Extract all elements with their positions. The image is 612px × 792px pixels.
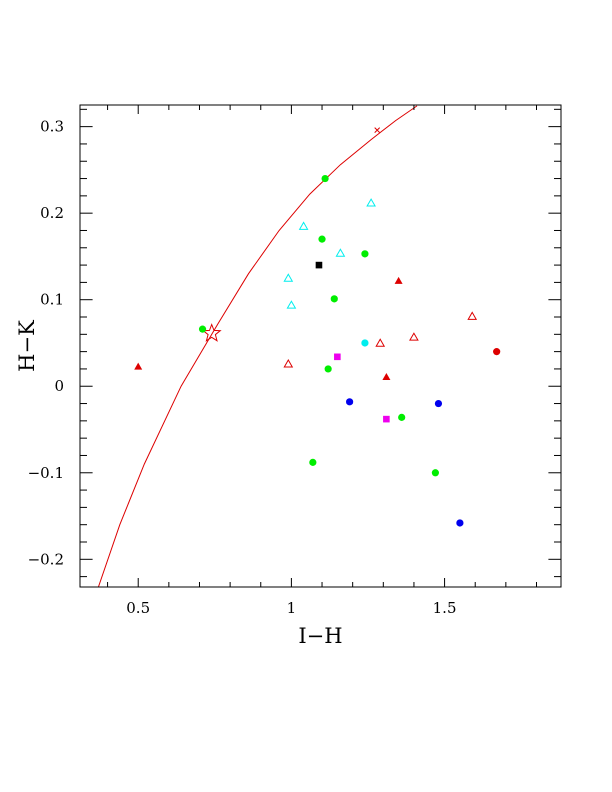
point-triangle-open-cyan <box>286 300 297 309</box>
model-curve <box>97 105 418 587</box>
point-triangle-open-cyan <box>283 273 294 282</box>
point-triangle-open-red <box>409 332 419 341</box>
point-circle-green <box>321 174 329 183</box>
point-triangle-filled-red <box>134 362 143 370</box>
point-triangle-open-cyan <box>366 198 376 207</box>
point-triangle-open-red <box>467 311 478 320</box>
x-tick-label: 1.5 <box>433 599 457 617</box>
point-circle-green <box>330 295 338 303</box>
point-triangle-open-cyan <box>335 248 346 257</box>
y-tick-label: 0 <box>54 377 64 395</box>
x-axis-label: I−H <box>298 624 342 648</box>
point-square-magenta <box>334 353 341 361</box>
y-tick-label: 0.2 <box>40 204 64 222</box>
point-triangle-filled-red <box>382 373 391 380</box>
point-triangle-filled-red <box>394 276 403 284</box>
point-circle-green <box>309 458 317 466</box>
point-triangle-open-red <box>283 358 294 368</box>
y-tick-label: 0.1 <box>40 291 64 309</box>
plot-frame <box>79 104 562 588</box>
x-tick-label: 1 <box>287 599 297 617</box>
point-circle-blue <box>456 519 464 527</box>
point-circle-green <box>318 235 326 243</box>
point-circle-green <box>198 325 207 333</box>
axis-ticks <box>80 105 561 587</box>
point-circle-blue <box>346 398 354 406</box>
point-circle-cyan <box>361 339 369 347</box>
star-marker <box>201 323 222 342</box>
y-tick-label: −0.1 <box>28 464 64 482</box>
point-circle-green <box>398 413 406 421</box>
y-tick-label: −0.2 <box>28 550 64 568</box>
y-axis-label: H−K <box>15 320 39 372</box>
tick-labels: 0.5 1 1.5 −0.2 −0.1 0 0.1 0.2 0.3 <box>28 118 457 617</box>
y-tick-label: 0.3 <box>40 118 64 136</box>
point-triangle-open-red <box>375 338 386 347</box>
point-circle-blue <box>434 399 443 408</box>
curve-layer <box>97 105 418 587</box>
point-square-black <box>315 261 323 269</box>
point-circle-green <box>324 365 332 373</box>
point-circle-green <box>361 250 369 258</box>
point-circle-green <box>431 469 439 477</box>
x-tick-label: 0.5 <box>126 599 150 617</box>
point-triangle-open-cyan <box>298 221 309 230</box>
data-points <box>134 127 501 527</box>
point-circle-red <box>493 348 501 356</box>
point-square-magenta <box>383 415 390 423</box>
point-cross-red <box>374 127 381 133</box>
